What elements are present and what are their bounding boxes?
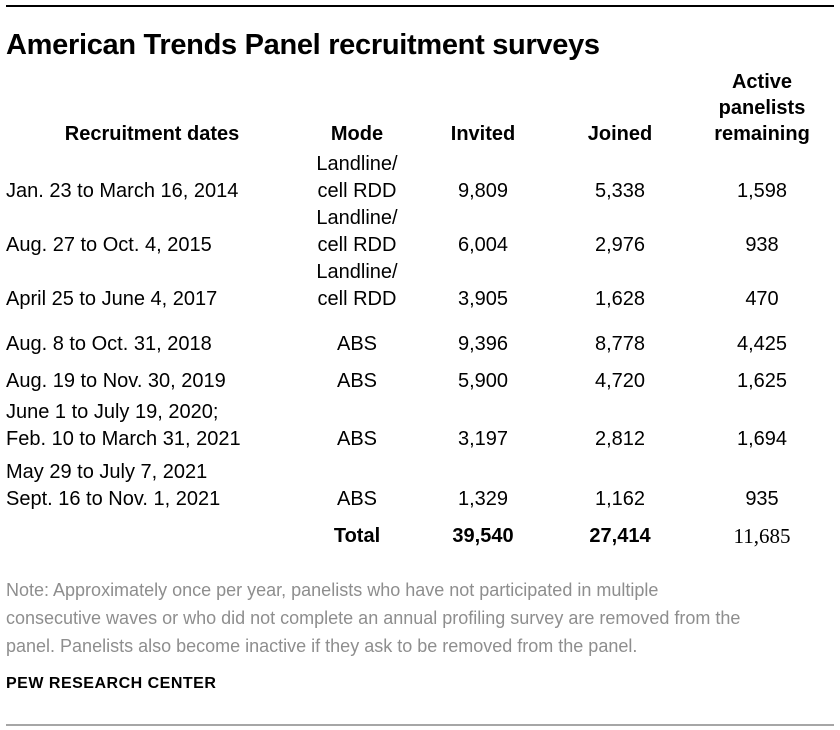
table-row: May 29 to July 7, 2021 Sept. 16 to Nov. … [6,453,834,513]
column-header-recruitment-dates: Recruitment dates [64,123,240,145]
cell-remaining: 470 [745,288,779,310]
cell-joined: 4,720 [594,370,646,392]
cell-invited: 5,900 [457,370,509,392]
table-row: June 1 to July 19, 2020; Feb. 10 to Marc… [6,395,834,453]
cell-dates: Aug. 8 to Oct. 31, 2018 [6,333,212,355]
total-invited: 39,540 [452,525,514,547]
cell-mode: Landline/ cell RDD [316,153,398,202]
column-header-mode: Mode [330,123,384,145]
table-row: Aug. 27 to Oct. 4, 2015 Landline/ cell RD… [6,205,834,259]
table-row: Aug. 19 to Nov. 30, 2019 ABS 5,900 4,720 1,6… [6,358,834,395]
page-title: American Trends Panel recruitment survey… [6,29,600,61]
cell-mode: Landline/ cell RDD [316,261,398,310]
cell-remaining: 1,598 [736,180,788,202]
cell-invited: 1,329 [457,488,509,510]
total-remaining: 11,685 [733,524,791,548]
cell-dates: Aug. 27 to Oct. 4, 2015 [6,234,212,256]
footnote-line: Note: Approximately once per year, panel… [6,580,659,600]
column-header-active-panelists-remaining: Active panelists remaining [714,71,810,145]
cell-remaining: 4,425 [736,333,788,355]
cell-invited: 3,197 [457,428,509,450]
top-divider [6,5,834,7]
cell-remaining: 938 [745,234,779,256]
column-header-invited: Invited [450,123,516,145]
cell-dates: April 25 to June 4, 2017 [6,288,218,310]
cell-dates: Aug. 19 to Nov. 30, 2019 [6,370,226,392]
report-page: American Trends Panel recruitment survey… [0,5,840,730]
source-attribution: PEW RESEARCH CENTER [6,675,217,692]
cell-mode: ABS [336,333,378,355]
column-header-joined: Joined [587,123,653,145]
cell-remaining: 1,625 [736,370,788,392]
footnote: Note: Approximately once per year, panel… [6,576,834,660]
cell-remaining: 1,694 [736,428,788,450]
cell-joined: 1,628 [594,288,646,310]
cell-joined: 2,976 [594,234,646,256]
cell-joined: 5,338 [594,180,646,202]
cell-mode: ABS [336,370,378,392]
cell-invited: 9,396 [457,333,509,355]
recruitment-table: Recruitment dates Mode Invited Joined Ac… [6,69,834,550]
cell-dates: Jan. 23 to March 16, 2014 [6,180,239,202]
cell-invited: 3,905 [457,288,509,310]
cell-remaining: 935 [745,488,779,510]
table-row: April 25 to June 4, 2017 Landline/ cell R… [6,259,834,313]
cell-mode: ABS [336,488,378,510]
cell-mode: ABS [336,428,378,450]
table-header: Recruitment dates Mode Invited Joined Ac… [6,69,834,147]
total-joined: 27,414 [589,525,651,547]
table-footer: Total 39,540 27,414 11,685 [6,513,834,550]
total-row-empty-cell [6,513,298,550]
cell-invited: 9,809 [457,180,509,202]
cell-joined: 2,812 [594,428,646,450]
total-label: Total [333,525,381,547]
cell-joined: 8,778 [594,333,646,355]
table-body: Jan. 23 to March 16, 2014 Landline/ cell … [6,147,834,513]
total-row: Total 39,540 27,414 11,685 [6,513,834,550]
table-row: Jan. 23 to March 16, 2014 Landline/ cell … [6,147,834,205]
cell-invited: 6,004 [457,234,509,256]
cell-mode: Landline/ cell RDD [316,207,398,256]
cell-dates: May 29 to July 7, 2021 Sept. 16 to Nov. … [6,461,221,510]
header-row: Recruitment dates Mode Invited Joined Ac… [6,69,834,147]
cell-dates: June 1 to July 19, 2020; Feb. 10 to Marc… [6,401,241,450]
cell-joined: 1,162 [594,488,646,510]
table-row: Aug. 8 to Oct. 31, 2018 ABS 9,396 8,778 4,42… [6,313,834,358]
bottom-divider [6,724,834,726]
footnote-line: panel. Panelists also become inactive if… [6,636,638,656]
footnote-line: consecutive waves or who did not complet… [6,608,741,628]
